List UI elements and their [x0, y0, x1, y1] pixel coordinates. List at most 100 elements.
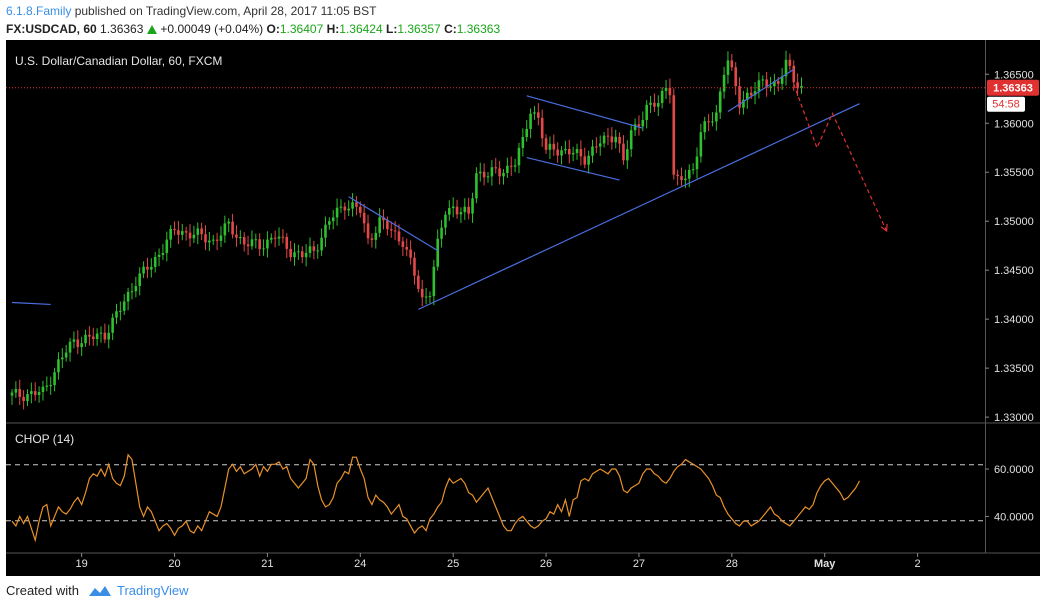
price-chart[interactable]: U.S. Dollar/Canadian Dollar, 60, FXCM CH… — [0, 40, 1045, 576]
trendline[interactable] — [11, 301, 51, 306]
candle-body — [444, 214, 447, 228]
candle-body — [776, 81, 780, 84]
candle — [432, 259, 436, 306]
candle — [660, 87, 664, 109]
candle-body — [99, 332, 103, 334]
chop-line[interactable] — [11, 453, 861, 543]
projection-path[interactable] — [793, 83, 888, 232]
candle — [529, 108, 532, 139]
candle-body — [200, 228, 203, 235]
trendline[interactable] — [418, 103, 860, 310]
candle-body — [502, 172, 505, 177]
main-pane[interactable]: U.S. Dollar/Canadian Dollar, 60, FXCM — [6, 50, 985, 410]
candle — [223, 215, 227, 243]
candle — [57, 352, 60, 380]
candle — [780, 67, 784, 90]
countdown-tag — [987, 96, 1025, 112]
tradingview-cloud-icon[interactable] — [87, 584, 113, 598]
candle — [606, 128, 610, 146]
candle — [111, 313, 114, 341]
candle-body — [37, 391, 41, 395]
candle — [579, 140, 583, 166]
candle-body — [494, 167, 498, 169]
time-tick-label: 2 — [915, 558, 921, 570]
published-text: published on TradingView.com, April 28, … — [74, 4, 377, 18]
candle — [567, 139, 571, 164]
candle-body — [769, 86, 772, 88]
candle-body — [308, 246, 312, 253]
candle-body — [250, 239, 254, 247]
high-value: 1.36424 — [339, 22, 383, 36]
candle — [45, 376, 49, 392]
candle — [707, 114, 710, 132]
candle — [486, 171, 490, 183]
trendline[interactable] — [526, 156, 620, 181]
candle-body — [687, 169, 691, 179]
candle-body — [598, 143, 602, 147]
candle — [800, 77, 803, 94]
trendline[interactable] — [727, 68, 795, 113]
candle-body — [130, 291, 134, 293]
candle-body — [30, 391, 33, 395]
time-tick-label: 20 — [168, 558, 180, 570]
candle-body — [548, 143, 552, 150]
time-tick-label: May — [814, 558, 836, 570]
candle — [788, 53, 792, 71]
candle — [289, 240, 292, 262]
price-tick-label: 1.33500 — [994, 363, 1034, 375]
candle-body — [316, 250, 320, 252]
candle — [258, 233, 261, 257]
candle-body — [575, 149, 579, 153]
candle — [753, 82, 757, 105]
candle — [428, 291, 432, 304]
candle — [107, 324, 111, 349]
candle-body — [424, 296, 428, 298]
candle — [742, 90, 745, 115]
candle — [355, 196, 358, 216]
candle — [304, 244, 308, 267]
candle-body — [300, 251, 304, 258]
chop-pane[interactable]: CHOP (14) — [6, 432, 985, 543]
candle — [177, 220, 180, 245]
candle-body — [401, 241, 405, 247]
candle — [157, 248, 161, 267]
candle-body — [269, 237, 273, 240]
candle — [72, 331, 76, 349]
candle-body — [142, 266, 145, 274]
open-value: 1.36407 — [279, 22, 324, 36]
candle — [420, 279, 424, 307]
candle — [444, 211, 447, 236]
candle — [738, 77, 741, 115]
candle — [68, 337, 72, 362]
trendline[interactable] — [348, 196, 439, 252]
candle-body — [351, 202, 354, 209]
candle — [610, 127, 614, 150]
candle — [746, 87, 749, 109]
author-link[interactable]: 6.1.8.Family — [6, 4, 72, 18]
candle-body — [567, 148, 571, 155]
candle-body — [374, 232, 378, 240]
candle-body — [10, 392, 14, 396]
candle — [192, 225, 196, 244]
candle — [49, 376, 52, 395]
candle-body — [618, 136, 621, 144]
candle-body — [506, 165, 509, 173]
tradingview-link[interactable]: TradingView — [117, 583, 189, 598]
projection-arrowhead — [880, 223, 888, 233]
trendline[interactable] — [526, 95, 643, 129]
price-tick-label: 1.35500 — [994, 167, 1034, 179]
candle — [165, 231, 169, 262]
candle — [339, 199, 343, 213]
candle — [297, 244, 300, 260]
candle — [513, 158, 517, 173]
candle — [544, 134, 548, 154]
candle — [18, 379, 22, 406]
chop-tick-label: 60.0000 — [994, 464, 1034, 476]
candle-body — [455, 206, 459, 215]
candle — [637, 115, 641, 136]
candle-body — [482, 171, 486, 178]
candle-body — [297, 251, 300, 253]
candle — [571, 146, 575, 162]
candle-body — [84, 334, 87, 344]
chart-header: 6.1.8.Family published on TradingView.co… — [0, 0, 1045, 40]
